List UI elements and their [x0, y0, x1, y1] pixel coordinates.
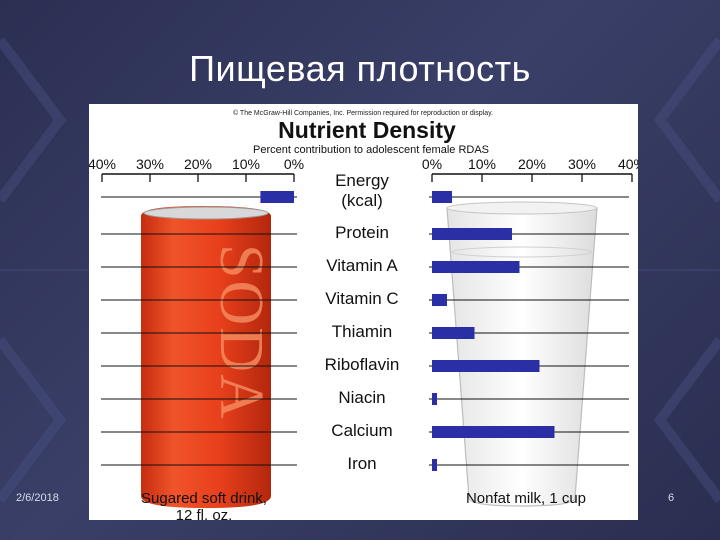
slide-page-number: 6: [668, 492, 675, 504]
category-label: Protein: [335, 223, 389, 242]
right-axis-tick-label: 10%: [468, 156, 496, 172]
soda-can-text: SODA: [207, 244, 275, 421]
left-axis-tick-label: 20%: [184, 156, 212, 172]
category-label: Niacin: [338, 388, 385, 407]
nutrient-density-figure: SODA © The McGraw-Hill Companies, Inc. P…: [89, 104, 638, 520]
left-axis-tick-label: 0%: [284, 156, 304, 172]
milk-bar: [432, 261, 520, 273]
milk-bar: [432, 294, 447, 306]
right-axis-tick-label: 20%: [518, 156, 546, 172]
category-label: Riboflavin: [325, 355, 400, 374]
soft-drink-series-label: 12 fl. oz.: [176, 507, 233, 520]
left-axis-tick-label: 30%: [136, 156, 164, 172]
milk-bar: [432, 360, 540, 372]
category-label: Iron: [347, 454, 376, 473]
category-label: Calcium: [331, 421, 392, 440]
category-label: Vitamin A: [326, 256, 398, 275]
right-axis-tick-label: 30%: [568, 156, 596, 172]
nutrient-density-chart: SODA © The McGraw-Hill Companies, Inc. P…: [89, 109, 638, 520]
milk-bar: [432, 191, 452, 203]
chart-title: Nutrient Density: [278, 117, 456, 143]
soft-drink-bar: [260, 191, 294, 203]
chart-subtitle: Percent contribution to adolescent femal…: [253, 144, 489, 156]
category-label: Energy: [335, 171, 389, 190]
milk-glass-illustration: [446, 201, 598, 507]
copyright-notice: © The McGraw-Hill Companies, Inc. Permis…: [233, 109, 493, 117]
milk-series-label: Nonfat milk, 1 cup: [466, 490, 586, 507]
slide-date: 2/6/2018: [16, 492, 59, 504]
soft-drink-series-label: Sugared soft drink,: [141, 490, 267, 507]
slide-title: Пищевая плотность: [189, 48, 531, 89]
category-label: Thiamin: [332, 322, 392, 341]
soda-can-illustration: SODA: [141, 206, 275, 508]
milk-bar: [432, 459, 437, 471]
category-label: (kcal): [341, 191, 383, 210]
left-axis-tick-label: 40%: [89, 156, 116, 172]
right-axis-tick-label: 40%: [618, 156, 638, 172]
milk-bar: [432, 426, 555, 438]
right-axis-tick-label: 0%: [422, 156, 442, 172]
milk-bar: [432, 228, 512, 240]
milk-bar: [432, 393, 437, 405]
milk-bar: [432, 327, 475, 339]
category-label: Vitamin C: [325, 289, 398, 308]
left-axis-tick-label: 10%: [232, 156, 260, 172]
